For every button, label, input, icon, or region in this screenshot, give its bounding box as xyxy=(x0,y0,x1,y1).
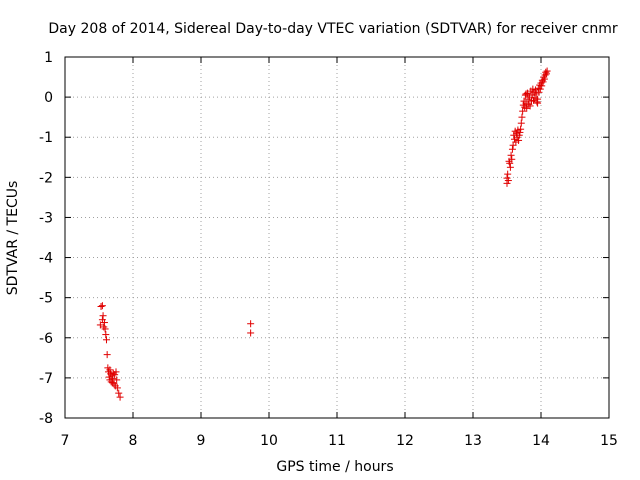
data-point xyxy=(522,90,530,98)
data-point xyxy=(247,320,255,328)
y-tick-label: 1 xyxy=(44,50,53,66)
data-point xyxy=(112,368,120,376)
data-point xyxy=(504,177,512,185)
data-point xyxy=(534,99,542,107)
data-point xyxy=(247,329,255,337)
x-tick-label: 9 xyxy=(197,433,206,449)
ticks xyxy=(64,56,610,419)
data-point xyxy=(98,302,106,310)
data-point xyxy=(517,125,525,133)
data-point xyxy=(535,88,543,96)
x-tick-label: 8 xyxy=(129,433,138,449)
data-point xyxy=(526,102,534,110)
x-axis-label: GPS time / hours xyxy=(276,459,393,475)
data-points xyxy=(96,67,551,401)
data-point xyxy=(102,336,110,344)
data-point xyxy=(508,145,516,153)
tick-labels: 7 8 9 10 11 12 13 14 15 -8 -7 -6 -5 -4 -3 -2 -1 0 1 xyxy=(39,50,618,449)
x-tick-label: 15 xyxy=(600,433,618,449)
data-point xyxy=(101,325,109,333)
y-tick-label: -4 xyxy=(39,251,53,267)
data-point xyxy=(517,119,525,127)
data-point xyxy=(538,82,546,90)
data-point xyxy=(540,75,548,83)
data-point xyxy=(536,85,544,93)
x-tick-label: 11 xyxy=(328,433,346,449)
x-tick-label: 10 xyxy=(260,433,278,449)
data-point xyxy=(504,170,512,178)
y-tick-label: -2 xyxy=(39,170,53,186)
data-point xyxy=(113,384,121,392)
data-point xyxy=(97,302,105,310)
data-point xyxy=(100,319,108,327)
y-tick-label: -3 xyxy=(39,210,53,226)
y-tick-label: -5 xyxy=(39,291,53,307)
y-tick-label: -8 xyxy=(39,411,53,427)
data-point xyxy=(506,159,514,167)
grid xyxy=(65,57,609,418)
x-tick-label: 12 xyxy=(396,433,414,449)
data-point xyxy=(116,393,124,401)
data-point xyxy=(106,366,114,374)
data-point xyxy=(515,136,523,144)
data-point xyxy=(103,351,111,359)
y-axis-label: SDTVAR / TECUs xyxy=(5,181,21,296)
data-point xyxy=(518,113,526,121)
data-point xyxy=(516,128,524,136)
data-point xyxy=(113,376,121,384)
data-point xyxy=(543,67,551,75)
data-point xyxy=(102,331,110,339)
data-point xyxy=(99,312,107,320)
chart-title: Day 208 of 2014, Sidereal Day-to-day VTE… xyxy=(48,21,617,37)
y-tick-label: -1 xyxy=(39,130,53,146)
y-tick-label: 0 xyxy=(44,90,53,106)
data-point xyxy=(542,68,550,76)
y-tick-label: -6 xyxy=(39,331,53,347)
x-tick-label: 13 xyxy=(464,433,482,449)
data-point xyxy=(115,389,123,397)
x-tick-label: 14 xyxy=(532,433,550,449)
x-tick-label: 7 xyxy=(61,433,70,449)
y-tick-label: -7 xyxy=(39,371,53,387)
data-point xyxy=(507,151,515,159)
data-point xyxy=(519,107,527,115)
data-point xyxy=(508,155,516,163)
data-point xyxy=(506,163,514,171)
data-point xyxy=(109,379,117,387)
